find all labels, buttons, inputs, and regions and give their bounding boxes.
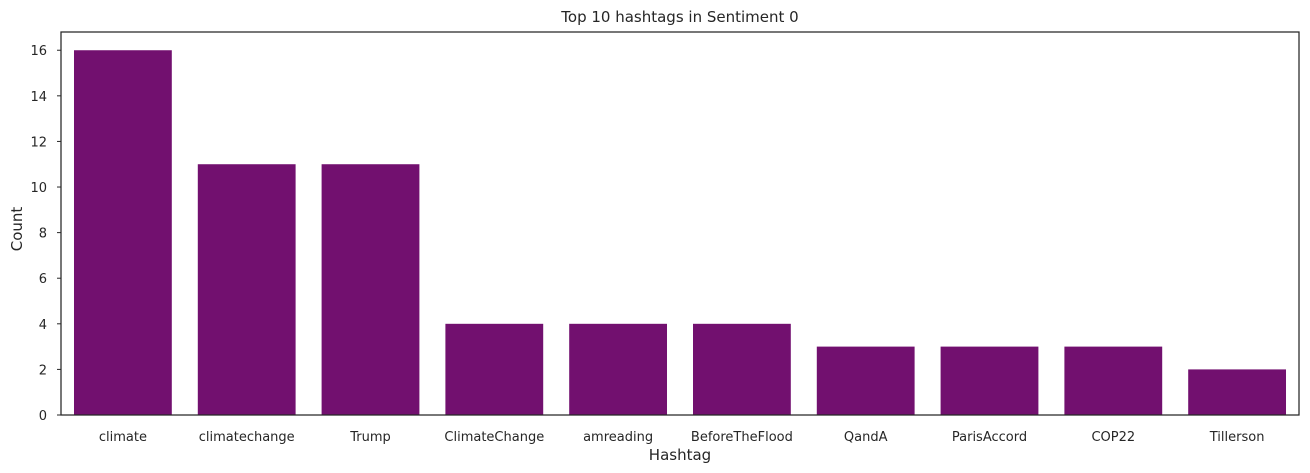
y-axis-title: Count bbox=[8, 207, 26, 252]
bar-climate bbox=[73, 50, 172, 415]
y-tick-label: 8 bbox=[39, 227, 47, 242]
chart-title: Top 10 hashtags in Sentiment 0 bbox=[560, 8, 798, 26]
x-tick-label: amreading bbox=[583, 430, 653, 445]
bar-climatechange bbox=[197, 164, 296, 415]
x-tick-label: ParisAccord bbox=[952, 430, 1027, 445]
y-tick-label: 14 bbox=[30, 90, 47, 105]
y-tick-label: 4 bbox=[39, 318, 47, 333]
y-axis-ticks: 0 2 4 6 8 10 12 14 16 bbox=[30, 44, 61, 424]
x-tick-label: QandA bbox=[844, 430, 888, 445]
x-tick-label: Trump bbox=[349, 430, 391, 445]
bar-ParisAccord bbox=[940, 346, 1039, 415]
x-tick-label: climate bbox=[99, 430, 147, 445]
x-tick-label: ClimateChange bbox=[444, 430, 544, 445]
x-axis-ticks: climate climatechange Trump ClimateChange am… bbox=[99, 430, 1265, 445]
y-tick-label: 10 bbox=[30, 181, 47, 196]
x-axis-title: Hashtag bbox=[649, 446, 711, 464]
bar-Tillerson bbox=[1188, 369, 1287, 415]
x-tick-label: climatechange bbox=[199, 430, 295, 445]
bars-group bbox=[73, 50, 1287, 415]
bar-BeforeTheFlood bbox=[692, 323, 791, 415]
plot-frame bbox=[60, 31, 1300, 416]
bar-COP22 bbox=[1064, 346, 1163, 415]
y-tick-label: 16 bbox=[30, 44, 47, 59]
bar-Trump bbox=[321, 164, 420, 415]
y-tick-label: 0 bbox=[39, 409, 47, 424]
bar-QandA bbox=[816, 346, 915, 415]
x-tick-label: COP22 bbox=[1091, 430, 1135, 445]
y-tick-label: 12 bbox=[30, 135, 47, 150]
bar-amreading bbox=[569, 323, 668, 415]
x-tick-label: BeforeTheFlood bbox=[691, 430, 793, 445]
bar-ClimateChange bbox=[445, 323, 544, 415]
y-tick-label: 2 bbox=[39, 363, 47, 378]
y-tick-label: 6 bbox=[39, 272, 47, 287]
x-tick-label: Tillerson bbox=[1209, 430, 1265, 445]
